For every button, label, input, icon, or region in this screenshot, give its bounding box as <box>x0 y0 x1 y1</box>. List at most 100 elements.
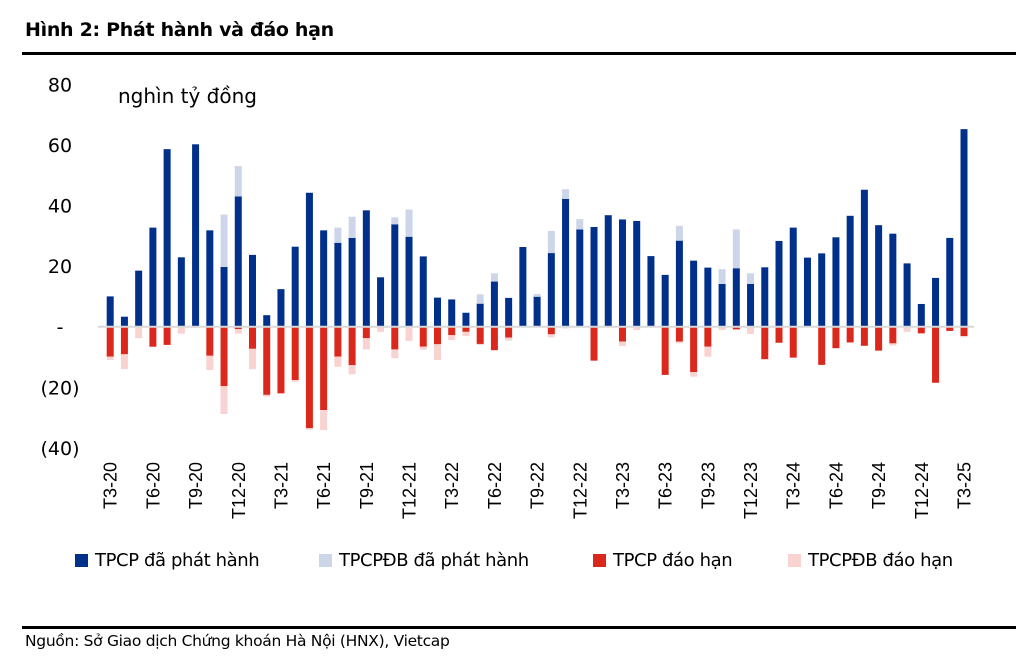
bar-tpcp-issued-T3-25 <box>960 129 968 327</box>
x-tick-label: T12-22 <box>570 462 590 519</box>
bar-tpcpdb-issued-T12-21 <box>405 209 413 237</box>
y-tick-label: (20) <box>40 377 79 399</box>
bar-tpcp-issued-T12-22 <box>576 229 584 327</box>
bar-tpcp-issued-T3-20 <box>106 296 114 327</box>
bar-tpcp-issued-T9-20 <box>192 144 200 327</box>
bar-tpcp-issued-T8-23 <box>690 260 698 327</box>
bar-tpcp-issued-T9-22 <box>533 296 541 327</box>
bar-tpcpdb-issued-T10-22 <box>547 230 555 254</box>
bar-tpcp-maturity-T7-20 <box>163 326 171 345</box>
bar-tpcpdb-maturity-T10-23 <box>718 326 726 331</box>
y-unit-label: nghìn tỷ đồng <box>118 84 257 108</box>
bar-tpcpdb-maturity-T2-22 <box>433 344 441 361</box>
bar-tpcp-issued-T12-23 <box>747 283 755 327</box>
bar-tpcp-issued-T7-22 <box>505 297 513 327</box>
bar-tpcp-maturity-T11-20 <box>220 326 228 387</box>
bar-tpcp-maturity-T8-23 <box>690 326 698 373</box>
bar-tpcpdb-issued-T12-20 <box>234 166 242 197</box>
x-tick-label: T3-21 <box>271 462 291 509</box>
bar-tpcpdb-maturity-T12-20 <box>234 329 242 334</box>
bar-tpcpdb-issued-T12-22 <box>576 219 584 230</box>
source-note: Nguồn: Sở Giao dịch Chứng khoán Hà Nội (… <box>25 632 450 650</box>
x-tick-label: T9-24 <box>869 462 889 509</box>
legend-swatch-tpcp-issued <box>75 554 88 567</box>
x-tick-label: T9-21 <box>357 462 377 509</box>
bar-tpcp-issued-T8-21 <box>348 237 356 327</box>
bar-tpcp-issued-T10-22 <box>547 253 555 327</box>
y-tick-label: - <box>57 317 64 339</box>
bar-tpcp-maturity-T1-24 <box>761 326 769 360</box>
bar-tpcpdb-maturity-T3-22 <box>448 335 456 341</box>
bar-tpcp-issued-T9-24 <box>875 225 883 327</box>
bar-tpcpdb-maturity-T9-21 <box>362 338 370 350</box>
bar-tpcp-issued-T1-22 <box>419 256 427 327</box>
bar-tpcp-issued-T11-23 <box>732 268 740 327</box>
bar-tpcpdb-issued-T11-20 <box>220 214 228 268</box>
bar-tpcp-issued-T7-23 <box>675 240 683 327</box>
bar-tpcp-issued-T6-24 <box>832 237 840 327</box>
x-tick-label: T9-23 <box>698 462 718 509</box>
bar-tpcpdb-maturity-T9-23 <box>704 346 712 357</box>
bar-tpcp-issued-T1-25 <box>932 277 940 327</box>
bar-tpcp-issued-T9-21 <box>362 210 370 327</box>
bar-tpcpdb-issued-T9-22 <box>533 293 541 297</box>
bar-tpcp-issued-T2-24 <box>775 240 783 327</box>
bar-tpcp-maturity-T3-22 <box>448 326 456 336</box>
bar-tpcpdb-maturity-T10-20 <box>206 355 214 371</box>
legend-item-tpcpdb-maturity: TPCPĐB đáo hạn <box>788 550 953 571</box>
bar-tpcpdb-maturity-T11-24 <box>903 326 911 332</box>
bar-tpcp-maturity-T6-24 <box>832 326 840 349</box>
y-tick-label: 80 <box>48 74 72 96</box>
bar-tpcp-maturity-T2-22 <box>433 326 441 345</box>
bar-tpcp-maturity-T11-21 <box>391 326 399 350</box>
legend-swatch-tpcpdb-maturity <box>788 554 801 567</box>
bar-tpcp-issued-T3-21 <box>277 289 285 327</box>
bar-tpcp-issued-T8-20 <box>177 257 185 327</box>
bar-tpcp-maturity-T2-24 <box>775 326 783 343</box>
bar-tpcp-issued-T5-23 <box>647 256 655 327</box>
legend-item-tpcpdb-issued: TPCPĐB đã phát hành <box>319 550 529 571</box>
bar-tpcp-issued-T6-22 <box>490 281 498 327</box>
bar-tpcp-issued-T6-21 <box>320 230 328 327</box>
bar-tpcpdb-maturity-T3-25 <box>960 336 968 338</box>
bar-tpcp-maturity-T10-20 <box>206 326 214 356</box>
legend-label: TPCP đáo hạn <box>613 550 733 571</box>
bar-tpcp-issued-T1-23 <box>590 227 598 327</box>
bar-tpcp-maturity-T12-24 <box>917 326 925 334</box>
bar-tpcpdb-maturity-T1-21 <box>249 348 256 370</box>
bar-tpcp-maturity-T11-23 <box>732 326 740 330</box>
x-tick-label: T3-24 <box>784 462 804 509</box>
bar-tpcp-maturity-T2-25 <box>946 326 954 331</box>
bar-tpcp-issued-T2-21 <box>263 315 271 327</box>
bar-tpcp-maturity-T10-24 <box>889 326 897 344</box>
bar-tpcp-issued-T3-22 <box>448 299 456 327</box>
bar-tpcp-maturity-T4-22 <box>462 326 470 332</box>
bar-tpcp-issued-T4-21 <box>291 246 299 327</box>
bar-tpcp-issued-T1-24 <box>761 267 769 327</box>
bars <box>106 129 968 431</box>
bar-tpcpdb-maturity-T7-22 <box>505 337 513 341</box>
bar-tpcp-maturity-T8-24 <box>860 326 868 346</box>
bar-tpcp-maturity-T2-21 <box>263 326 271 395</box>
bar-tpcpdb-maturity-T4-22 <box>462 331 470 337</box>
bar-tpcp-maturity-T6-23 <box>661 326 669 375</box>
legend-swatch-tpcp-maturity <box>593 554 606 567</box>
bar-tpcpdb-maturity-T3-20 <box>106 356 114 361</box>
bar-tpcpdb-maturity-T5-22 <box>476 343 484 345</box>
bar-tpcp-issued-T2-22 <box>433 297 441 327</box>
bar-tpcpdb-maturity-T4-21 <box>291 380 299 382</box>
bar-tpcp-maturity-T9-24 <box>875 326 883 351</box>
bar-tpcp-issued-T10-24 <box>889 233 897 327</box>
bar-tpcp-issued-T5-22 <box>476 303 484 327</box>
bar-tpcp-issued-T10-23 <box>718 283 726 327</box>
bar-tpcpdb-maturity-T7-21 <box>334 356 342 367</box>
bar-tpcpdb-maturity-T2-21 <box>263 394 271 397</box>
bar-tpcpdb-maturity-T10-22 <box>547 334 555 338</box>
legend-item-tpcp-maturity: TPCP đáo hạn <box>593 550 733 571</box>
bar-tpcp-issued-T10-21 <box>377 277 385 327</box>
bar-tpcpdb-maturity-T12-21 <box>405 326 413 341</box>
legend: TPCP đã phát hành TPCPĐB đã phát hành TP… <box>0 550 1027 576</box>
bar-tpcpdb-maturity-T4-23 <box>633 326 641 331</box>
bar-tpcp-issued-T5-20 <box>135 270 143 327</box>
bar-tpcp-maturity-T1-22 <box>419 326 427 347</box>
